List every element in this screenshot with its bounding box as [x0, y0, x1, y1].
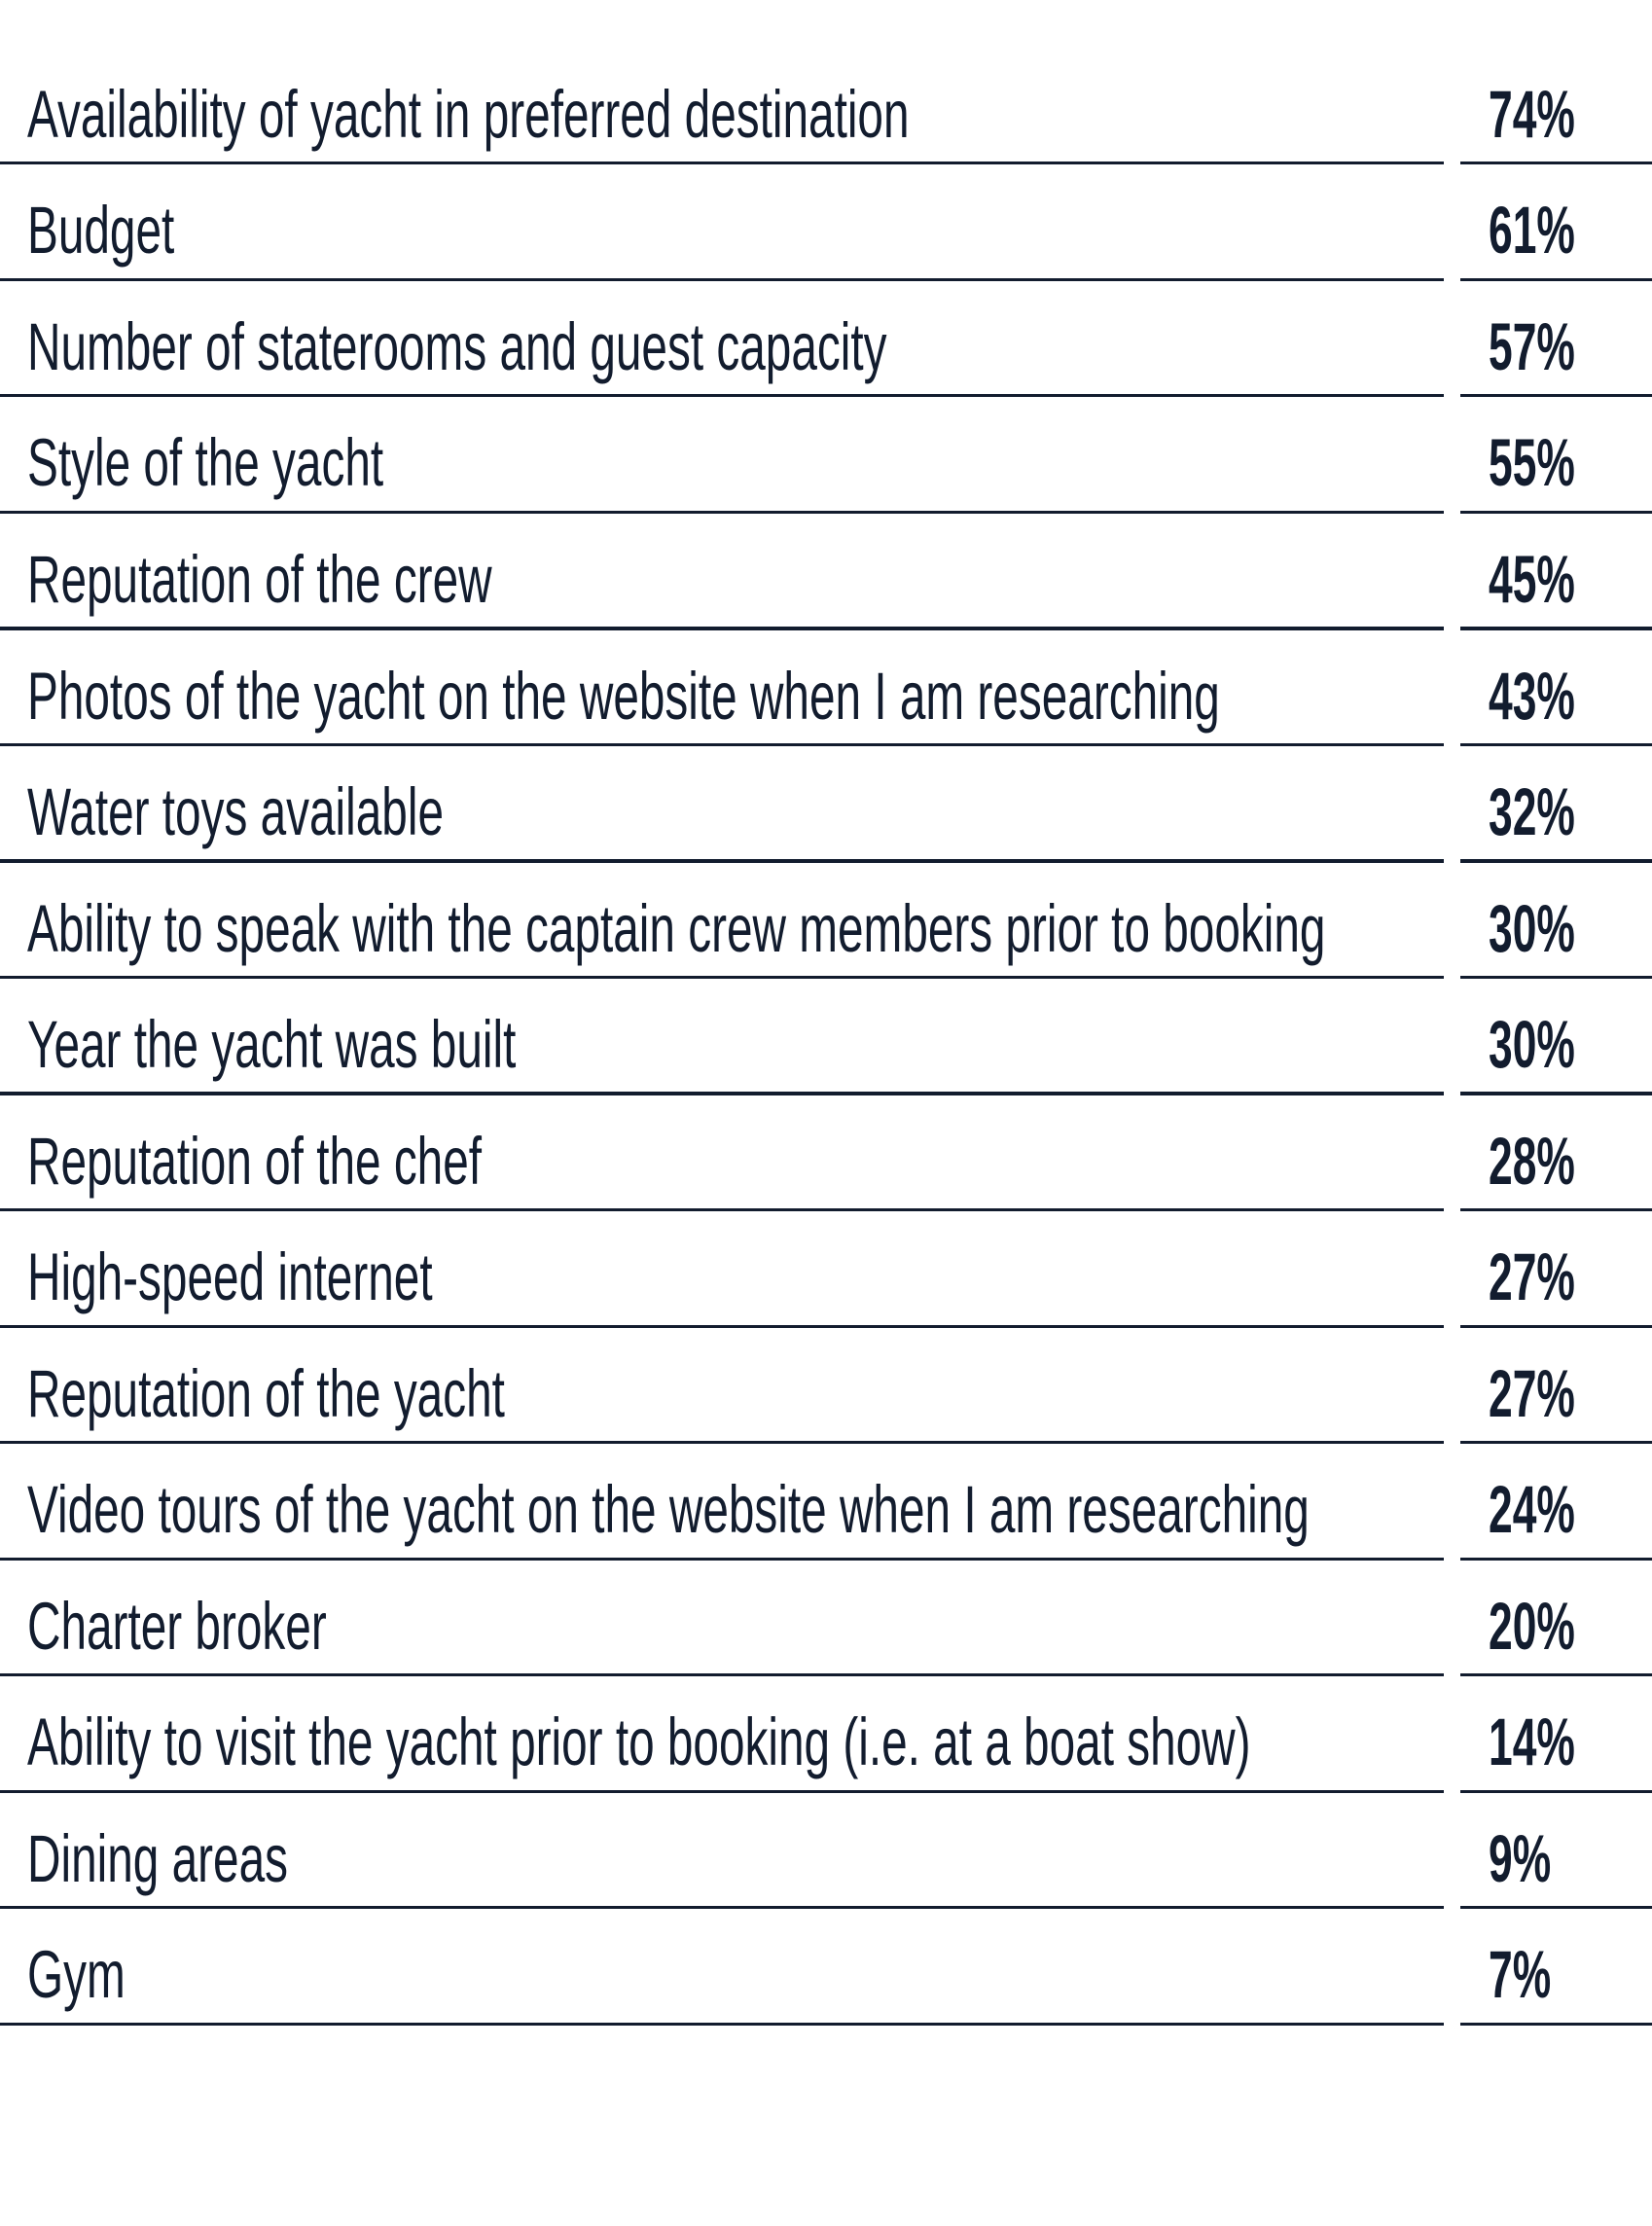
row-divider-label: [0, 742, 1444, 747]
row-divider-value: [1459, 1673, 1652, 1677]
row-label: Charter broker: [27, 1589, 327, 1664]
row-label: Year the yacht was built: [27, 1008, 517, 1083]
row-value: 45%: [1489, 542, 1575, 617]
row-value: 74%: [1489, 77, 1575, 152]
row-value: 9%: [1489, 1821, 1552, 1896]
row-divider-value: [1459, 2022, 1652, 2026]
row-divider-value: [1459, 627, 1652, 630]
row-divider-value: [1459, 975, 1652, 980]
row-divider-label: [0, 1441, 1444, 1445]
row-divider-label: [0, 1092, 1444, 1095]
row-value: 32%: [1489, 775, 1575, 850]
row-divider-label: [0, 1673, 1444, 1677]
row-divider-label: [0, 277, 1444, 281]
row-label: Reputation of the chef: [27, 1124, 483, 1199]
row-divider-label: [0, 1906, 1444, 1910]
row-divider-value: [1459, 1906, 1652, 1910]
row-label: Photos of the yacht on the website when …: [27, 659, 1220, 734]
row-divider-label: [0, 627, 1444, 630]
row-value: 30%: [1489, 1008, 1575, 1083]
row-divider-value: [1459, 1207, 1652, 1212]
row-label: Budget: [27, 194, 175, 269]
row-value: 30%: [1489, 891, 1575, 966]
row-label: Style of the yacht: [27, 426, 384, 501]
row-label: Water toys available: [27, 775, 445, 850]
row-divider-value: [1459, 859, 1652, 863]
row-value: 24%: [1489, 1473, 1575, 1548]
row-value: 27%: [1489, 1240, 1575, 1315]
row-divider-label: [0, 394, 1444, 398]
row-divider-label: [0, 1324, 1444, 1328]
row-label: High-speed internet: [27, 1240, 433, 1315]
row-divider-label: [0, 510, 1444, 514]
row-divider-value: [1459, 277, 1652, 281]
row-divider-label: [0, 1557, 1444, 1561]
row-label: Availability of yacht in preferred desti…: [27, 77, 910, 152]
row-label: Ability to visit the yacht prior to book…: [27, 1705, 1251, 1780]
row-divider-value: [1459, 1557, 1652, 1561]
row-divider-label: [0, 859, 1444, 863]
row-label: Gym: [27, 1938, 126, 2013]
row-divider-value: [1459, 162, 1652, 165]
row-divider-label: [0, 1789, 1444, 1793]
row-divider-label: [0, 162, 1444, 165]
row-divider-value: [1459, 394, 1652, 398]
row-label: Video tours of the yacht on the website …: [27, 1473, 1310, 1548]
row-divider-value: [1459, 1324, 1652, 1328]
row-value: 7%: [1489, 1938, 1552, 2013]
row-value: 61%: [1489, 194, 1575, 269]
row-divider-value: [1459, 1789, 1652, 1793]
row-divider-label: [0, 2022, 1444, 2026]
row-divider-value: [1459, 742, 1652, 747]
row-value: 20%: [1489, 1589, 1575, 1664]
row-divider-value: [1459, 1441, 1652, 1445]
row-divider-value: [1459, 510, 1652, 514]
row-divider-value: [1459, 1092, 1652, 1095]
row-divider-label: [0, 1207, 1444, 1212]
row-label: Dining areas: [27, 1821, 288, 1896]
row-value: 28%: [1489, 1124, 1575, 1199]
row-label: Number of staterooms and guest capacity: [27, 309, 887, 384]
row-value: 43%: [1489, 659, 1575, 734]
row-value: 14%: [1489, 1705, 1575, 1780]
row-label: Ability to speak with the captain crew m…: [27, 891, 1326, 966]
row-divider-label: [0, 975, 1444, 980]
row-label: Reputation of the yacht: [27, 1356, 505, 1431]
row-value: 55%: [1489, 426, 1575, 501]
row-value: 27%: [1489, 1356, 1575, 1431]
row-value: 57%: [1489, 309, 1575, 384]
row-label: Reputation of the crew: [27, 542, 492, 617]
